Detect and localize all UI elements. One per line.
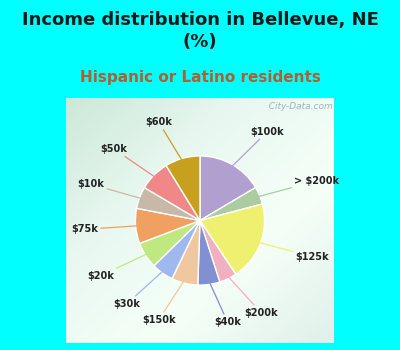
Text: $10k: $10k <box>78 179 144 200</box>
Text: $150k: $150k <box>142 278 186 325</box>
Text: $30k: $30k <box>114 269 166 309</box>
Text: $200k: $200k <box>226 274 278 318</box>
Text: $50k: $50k <box>100 144 158 179</box>
Wedge shape <box>200 204 264 274</box>
Wedge shape <box>200 156 256 220</box>
Text: > $200k: > $200k <box>255 176 340 197</box>
Text: $60k: $60k <box>145 117 184 163</box>
Text: $75k: $75k <box>71 224 141 234</box>
Wedge shape <box>198 220 220 285</box>
Wedge shape <box>136 208 200 243</box>
Text: Hispanic or Latino residents: Hispanic or Latino residents <box>80 70 320 85</box>
Wedge shape <box>154 220 200 279</box>
Text: $40k: $40k <box>208 279 241 327</box>
Text: $20k: $20k <box>87 253 150 281</box>
Text: $100k: $100k <box>230 127 284 169</box>
Wedge shape <box>172 220 200 285</box>
Wedge shape <box>200 188 262 220</box>
Wedge shape <box>200 220 236 282</box>
Text: $125k: $125k <box>256 241 329 262</box>
Wedge shape <box>140 220 200 266</box>
Text: City-Data.com: City-Data.com <box>262 102 332 111</box>
Wedge shape <box>144 166 200 220</box>
Wedge shape <box>136 188 200 220</box>
Wedge shape <box>166 156 200 220</box>
Text: Income distribution in Bellevue, NE
(%): Income distribution in Bellevue, NE (%) <box>22 10 378 51</box>
